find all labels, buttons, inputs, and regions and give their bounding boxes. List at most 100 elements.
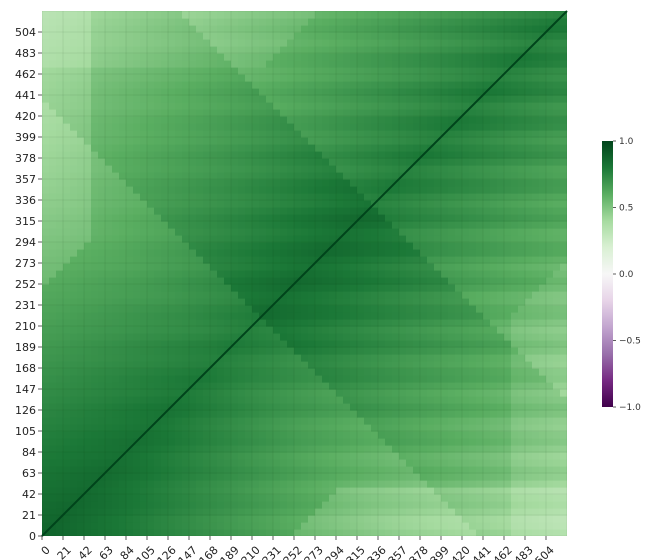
heatmap-cell <box>504 298 512 306</box>
heatmap-cell <box>252 277 260 285</box>
heatmap-cell <box>469 529 477 536</box>
heatmap-cell <box>42 67 50 75</box>
heatmap-cell <box>308 18 316 26</box>
heatmap-cell <box>196 193 204 201</box>
heatmap-cell <box>308 60 316 68</box>
heatmap-cell <box>203 438 211 446</box>
heatmap-cell <box>357 88 365 96</box>
heatmap-cell <box>336 137 344 145</box>
heatmap-cell <box>280 263 288 271</box>
heatmap-cell <box>63 326 71 334</box>
heatmap-cell <box>350 25 358 33</box>
heatmap-cell <box>203 200 211 208</box>
heatmap-cell <box>196 179 204 187</box>
heatmap-cell <box>210 403 218 411</box>
heatmap-cell <box>133 445 141 453</box>
heatmap-cell <box>287 221 295 229</box>
heatmap-cell <box>406 109 414 117</box>
heatmap-cell <box>175 340 183 348</box>
heatmap-cell <box>392 67 400 75</box>
heatmap-cell <box>168 396 176 404</box>
heatmap-cell <box>343 151 351 159</box>
heatmap-cell <box>266 81 274 89</box>
heatmap-cell <box>434 207 442 215</box>
heatmap-cell <box>77 368 85 376</box>
heatmap-cell <box>154 88 162 96</box>
heatmap-cell <box>350 368 358 376</box>
heatmap-cell <box>49 158 57 166</box>
heatmap-cell <box>336 32 344 40</box>
heatmap-cell <box>371 88 379 96</box>
heatmap-cell <box>427 529 435 536</box>
heatmap-cell <box>483 123 491 131</box>
heatmap-cell <box>63 200 71 208</box>
heatmap-cell <box>280 123 288 131</box>
heatmap-cell <box>84 361 92 369</box>
heatmap-cell <box>91 424 99 432</box>
heatmap-cell <box>315 235 323 243</box>
heatmap-cell <box>140 382 148 390</box>
heatmap-cell <box>343 494 351 502</box>
heatmap-cell <box>168 480 176 488</box>
heatmap-cell <box>154 305 162 313</box>
heatmap-cell <box>238 277 246 285</box>
heatmap-cell <box>70 102 78 110</box>
heatmap-cell <box>84 137 92 145</box>
heatmap-cell <box>203 116 211 124</box>
heatmap-cell <box>448 193 456 201</box>
heatmap-cell <box>252 410 260 418</box>
heatmap-cell <box>406 116 414 124</box>
heatmap-cell <box>455 298 463 306</box>
heatmap-cell <box>98 256 106 264</box>
heatmap-cell <box>399 340 407 348</box>
heatmap-cell <box>175 18 183 26</box>
heatmap-cell <box>385 158 393 166</box>
heatmap-cell <box>287 445 295 453</box>
heatmap-cell <box>140 200 148 208</box>
heatmap-cell <box>406 417 414 425</box>
heatmap-cell <box>336 508 344 516</box>
heatmap-cell <box>217 95 225 103</box>
heatmap-cell <box>434 186 442 194</box>
heatmap-cell <box>245 53 253 61</box>
heatmap-cell <box>126 25 134 33</box>
heatmap-cell <box>364 221 372 229</box>
heatmap-cell <box>294 130 302 138</box>
heatmap-cell <box>357 263 365 271</box>
heatmap-cell <box>490 396 498 404</box>
heatmap-cell <box>126 452 134 460</box>
heatmap-cell <box>182 459 190 467</box>
heatmap-cell <box>378 389 386 397</box>
heatmap-cell <box>133 25 141 33</box>
heatmap-cell <box>294 389 302 397</box>
heatmap-cell <box>105 515 113 523</box>
heatmap-cell <box>112 466 120 474</box>
heatmap-cell <box>189 312 197 320</box>
heatmap-cell <box>497 473 505 481</box>
heatmap-cell <box>252 466 260 474</box>
heatmap-cell <box>77 60 85 68</box>
heatmap-cell <box>315 81 323 89</box>
heatmap-cell <box>238 417 246 425</box>
heatmap-cell <box>336 438 344 446</box>
heatmap-cell <box>217 270 225 278</box>
heatmap-cell <box>420 347 428 355</box>
heatmap-cell <box>336 18 344 26</box>
heatmap-cell <box>462 445 470 453</box>
heatmap-cell <box>420 396 428 404</box>
heatmap-cell <box>280 494 288 502</box>
heatmap-cell <box>231 312 239 320</box>
heatmap-cell <box>126 424 134 432</box>
heatmap-cell <box>245 60 253 68</box>
heatmap-cell <box>490 214 498 222</box>
heatmap-cell <box>378 256 386 264</box>
heatmap-cell <box>112 417 120 425</box>
heatmap-cell <box>154 235 162 243</box>
heatmap-cell <box>448 417 456 425</box>
heatmap-cell <box>392 109 400 117</box>
heatmap-cell <box>49 375 57 383</box>
heatmap-cell <box>455 340 463 348</box>
heatmap-cell <box>217 228 225 236</box>
heatmap-cell <box>266 494 274 502</box>
heatmap-cell <box>385 67 393 75</box>
